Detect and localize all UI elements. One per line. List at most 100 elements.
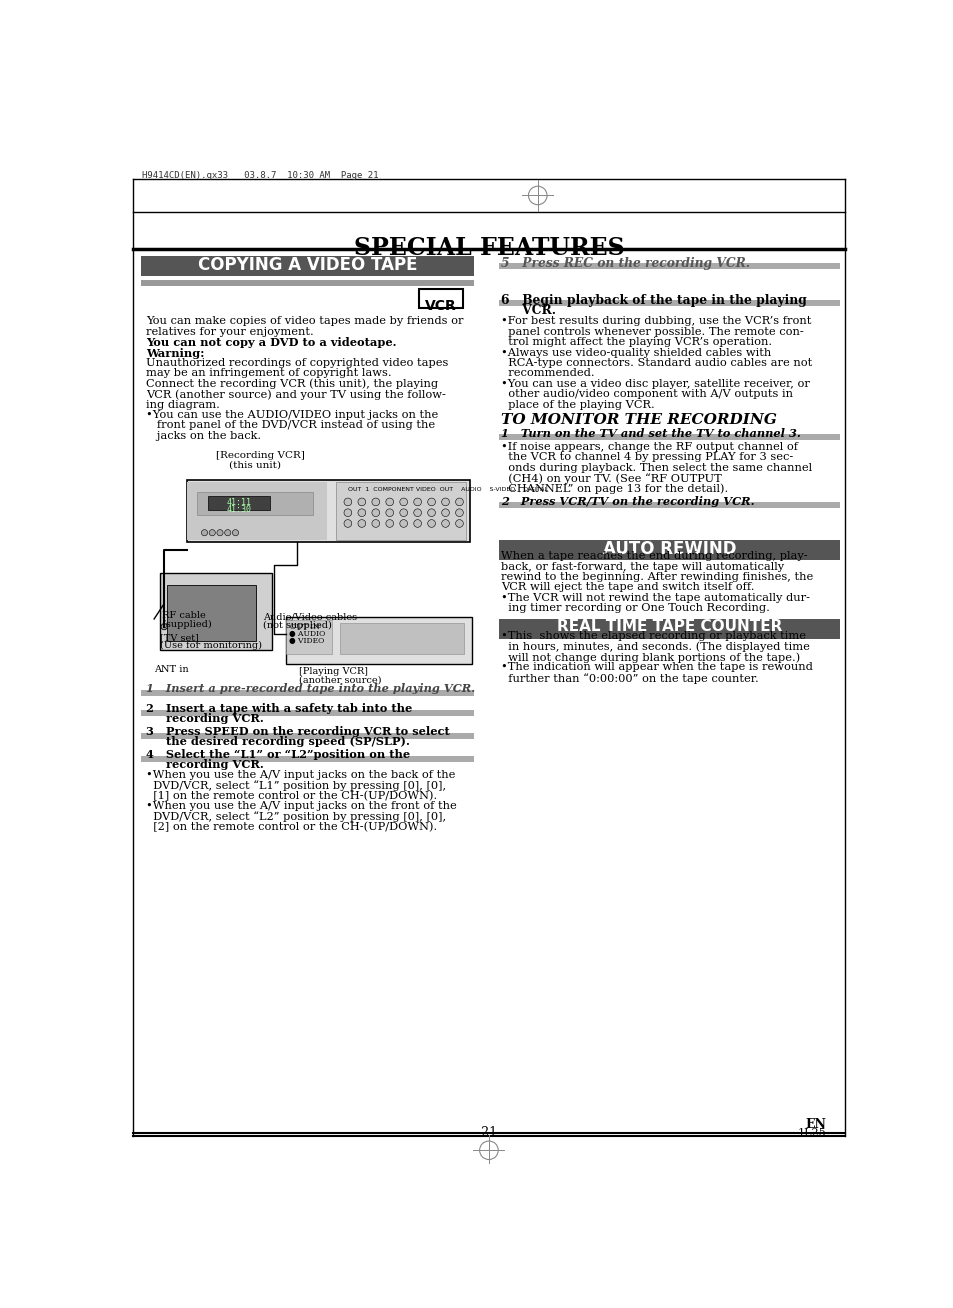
- Text: 3   Press SPEED on the recording VCR to select: 3 Press SPEED on the recording VCR to se…: [146, 726, 450, 736]
- Circle shape: [456, 498, 463, 506]
- Circle shape: [385, 519, 394, 527]
- Text: will not change during blank portions of the tape.): will not change during blank portions of…: [500, 653, 800, 663]
- FancyBboxPatch shape: [498, 502, 840, 508]
- Text: 1L25: 1L25: [797, 1127, 825, 1138]
- Text: (supplied): (supplied): [162, 620, 212, 629]
- FancyBboxPatch shape: [141, 255, 474, 276]
- Text: (another source): (another source): [298, 675, 381, 684]
- Text: •When you use the A/V input jacks on the front of the: •When you use the A/V input jacks on the…: [146, 800, 456, 811]
- Text: recording VCR.: recording VCR.: [146, 713, 264, 723]
- Circle shape: [427, 509, 435, 517]
- Text: OUT IN: OUT IN: [290, 623, 319, 630]
- Circle shape: [357, 519, 365, 527]
- Text: OUT  1  COMPONENT VIDEO  OUT    AUDIO    S-VIDEO    DIGITAL: OUT 1 COMPONENT VIDEO OUT AUDIO S-VIDEO …: [348, 487, 547, 492]
- Text: back, or fast-forward, the tape will automatically: back, or fast-forward, the tape will aut…: [500, 561, 783, 572]
- Text: TO MONITOR THE RECORDING: TO MONITOR THE RECORDING: [500, 412, 777, 426]
- Text: – 21 –: – 21 –: [470, 1126, 507, 1139]
- Circle shape: [414, 519, 421, 527]
- Text: jacks on the back.: jacks on the back.: [146, 430, 261, 441]
- Text: panel controls whenever possible. The remote con-: panel controls whenever possible. The re…: [500, 327, 803, 336]
- FancyBboxPatch shape: [141, 732, 474, 739]
- FancyBboxPatch shape: [141, 710, 474, 715]
- FancyBboxPatch shape: [498, 619, 840, 640]
- Text: RF cable: RF cable: [162, 611, 206, 620]
- Circle shape: [233, 530, 238, 536]
- Text: [Playing VCR]: [Playing VCR]: [298, 667, 368, 676]
- Circle shape: [441, 519, 449, 527]
- Text: further than “0:00:00” on the tape counter.: further than “0:00:00” on the tape count…: [500, 672, 759, 684]
- Text: place of the playing VCR.: place of the playing VCR.: [500, 399, 655, 409]
- Text: •When you use the A/V input jacks on the back of the: •When you use the A/V input jacks on the…: [146, 770, 456, 780]
- Circle shape: [344, 519, 352, 527]
- Text: COPYING A VIDEO TAPE: COPYING A VIDEO TAPE: [197, 255, 416, 273]
- Circle shape: [216, 530, 223, 536]
- Circle shape: [201, 530, 208, 536]
- Circle shape: [427, 519, 435, 527]
- FancyBboxPatch shape: [418, 289, 463, 307]
- FancyBboxPatch shape: [498, 540, 840, 560]
- Circle shape: [372, 498, 379, 506]
- Text: ANT in: ANT in: [154, 666, 189, 674]
- Circle shape: [385, 509, 394, 517]
- Text: other audio/video component with A/V outputs in: other audio/video component with A/V out…: [500, 388, 793, 399]
- Circle shape: [357, 509, 365, 517]
- FancyBboxPatch shape: [340, 623, 464, 654]
- Text: DVD/VCR, select “L1” position by pressing [0], [0],: DVD/VCR, select “L1” position by pressin…: [146, 781, 446, 791]
- Text: the desired recording speed (SP/SLP).: the desired recording speed (SP/SLP).: [146, 736, 410, 747]
- Text: REAL TIME TAPE COUNTER: REAL TIME TAPE COUNTER: [557, 619, 781, 634]
- Text: 2   Insert a tape with a safety tab into the: 2 Insert a tape with a safety tab into t…: [146, 702, 413, 714]
- Text: You can not copy a DVD to a videotape.: You can not copy a DVD to a videotape.: [146, 337, 396, 348]
- FancyBboxPatch shape: [208, 496, 270, 510]
- Text: 4   Select the “L1” or “L2”position on the: 4 Select the “L1” or “L2”position on the: [146, 749, 410, 760]
- Text: Unauthorized recordings of copyrighted video tapes: Unauthorized recordings of copyrighted v…: [146, 358, 448, 368]
- FancyBboxPatch shape: [141, 689, 474, 696]
- Text: Connect the recording VCR (this unit), the playing: Connect the recording VCR (this unit), t…: [146, 379, 438, 390]
- Text: [1] on the remote control or the CH-(UP/DOWN).: [1] on the remote control or the CH-(UP/…: [146, 790, 437, 800]
- Text: AUTO REWIND: AUTO REWIND: [602, 540, 736, 559]
- Text: 5   Press REC on the recording VCR.: 5 Press REC on the recording VCR.: [500, 258, 750, 269]
- Circle shape: [161, 624, 167, 629]
- Text: (this unit): (this unit): [216, 460, 281, 470]
- Text: You can make copies of video tapes made by friends or: You can make copies of video tapes made …: [146, 317, 463, 327]
- Text: (Use for monitoring): (Use for monitoring): [159, 641, 261, 650]
- Text: 41:30: 41:30: [227, 505, 252, 514]
- Text: 1   Turn on the TV and set the TV to channel 3.: 1 Turn on the TV and set the TV to chann…: [500, 428, 801, 439]
- FancyBboxPatch shape: [335, 481, 466, 540]
- Text: •You can use a video disc player, satellite receiver, or: •You can use a video disc player, satell…: [500, 379, 809, 388]
- FancyBboxPatch shape: [187, 481, 327, 540]
- Text: recommended.: recommended.: [500, 369, 595, 378]
- Text: trol might affect the playing VCR’s operation.: trol might affect the playing VCR’s oper…: [500, 337, 772, 347]
- FancyBboxPatch shape: [286, 617, 472, 663]
- Circle shape: [399, 509, 407, 517]
- Circle shape: [399, 498, 407, 506]
- Text: VCR will eject the tape and switch itself off.: VCR will eject the tape and switch itsel…: [500, 582, 754, 593]
- Text: [TV set]: [TV set]: [159, 633, 198, 642]
- FancyBboxPatch shape: [196, 492, 313, 515]
- FancyBboxPatch shape: [498, 434, 840, 441]
- Text: •Always use video-quality shielded cables with: •Always use video-quality shielded cable…: [500, 348, 771, 357]
- Text: DVD/VCR, select “L2” position by pressing [0], [0],: DVD/VCR, select “L2” position by pressin…: [146, 811, 446, 823]
- Circle shape: [372, 509, 379, 517]
- Text: •The indication will appear when the tape is rewound: •The indication will appear when the tap…: [500, 662, 812, 672]
- Text: Warning:: Warning:: [146, 348, 205, 358]
- Circle shape: [414, 498, 421, 506]
- Text: •You can use the AUDIO/VIDEO input jacks on the: •You can use the AUDIO/VIDEO input jacks…: [146, 409, 438, 420]
- Circle shape: [456, 519, 463, 527]
- Text: ● VIDEO: ● VIDEO: [289, 637, 324, 645]
- Text: front panel of the DVD/VCR instead of using the: front panel of the DVD/VCR instead of us…: [146, 420, 435, 430]
- Text: [2] on the remote control or the CH-(UP/DOWN).: [2] on the remote control or the CH-(UP/…: [146, 821, 437, 832]
- Circle shape: [456, 509, 463, 517]
- Text: Audio/Video cables: Audio/Video cables: [263, 613, 357, 621]
- Text: 6   Begin playback of the tape in the playing: 6 Begin playback of the tape in the play…: [500, 294, 806, 307]
- Text: 2   Press VCR/TV on the recording VCR.: 2 Press VCR/TV on the recording VCR.: [500, 496, 754, 506]
- Text: the VCR to channel 4 by pressing PLAY for 3 sec-: the VCR to channel 4 by pressing PLAY fo…: [500, 453, 793, 462]
- Text: H9414CD(EN).qx33   03.8.7  10:30 AM  Page 21: H9414CD(EN).qx33 03.8.7 10:30 AM Page 21: [142, 171, 378, 179]
- Circle shape: [344, 498, 352, 506]
- Text: •For best results during dubbing, use the VCR’s front: •For best results during dubbing, use th…: [500, 317, 811, 327]
- Text: onds during playback. Then select the same channel: onds during playback. Then select the sa…: [500, 463, 812, 472]
- FancyBboxPatch shape: [498, 263, 840, 269]
- FancyBboxPatch shape: [286, 620, 332, 654]
- Circle shape: [414, 509, 421, 517]
- Text: When a tape reaches the end during recording, play-: When a tape reaches the end during recor…: [500, 551, 807, 561]
- Text: •The VCR will not rewind the tape automatically dur-: •The VCR will not rewind the tape automa…: [500, 593, 809, 603]
